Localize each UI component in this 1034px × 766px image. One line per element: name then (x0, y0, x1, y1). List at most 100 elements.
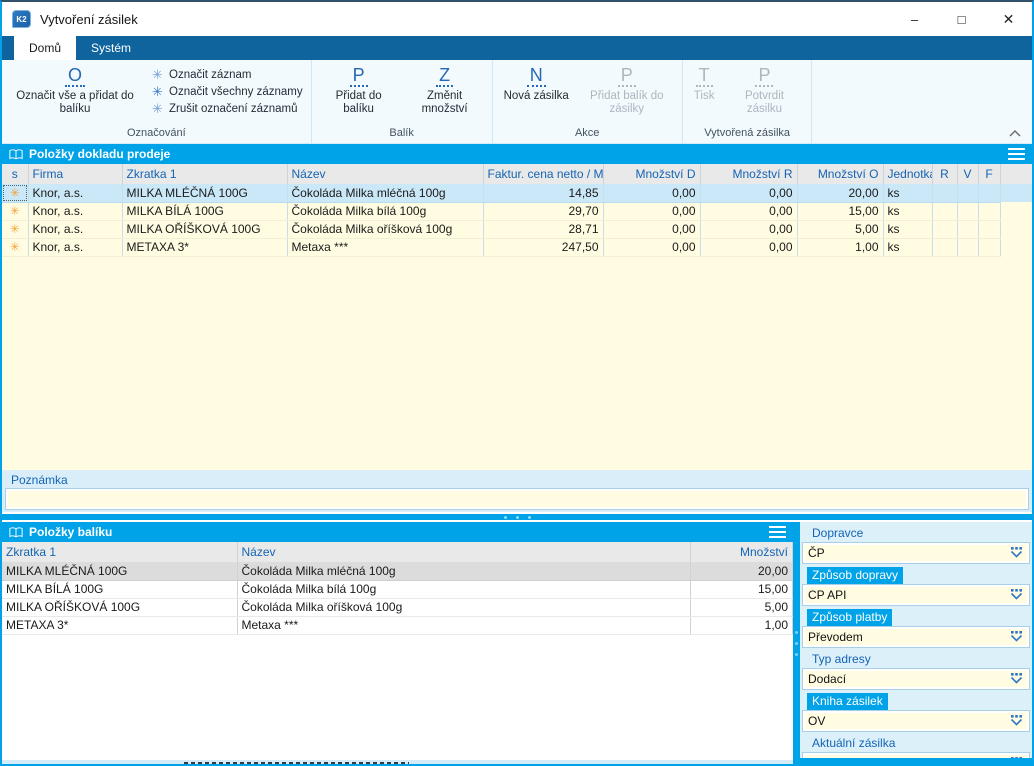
package-items-table: Zkratka 1 Název Množství MILKA MLÉČNÁ 10… (2, 542, 793, 635)
vertical-splitter[interactable] (793, 522, 800, 764)
add-to-package-button[interactable]: P Přidat do balíku (335, 65, 382, 115)
window-controls: – □ ✕ (891, 2, 1032, 36)
ribbon-group-label: Označování (126, 127, 186, 139)
column-header[interactable]: Množství D (603, 164, 701, 184)
maximize-button[interactable]: □ (957, 11, 966, 27)
accelerator-letter: N (526, 65, 546, 87)
field-label: Aktuální zásilka (812, 736, 896, 750)
ribbon-group-label: Akce (574, 127, 600, 139)
field-label: Způsob platby (807, 609, 893, 626)
shipment-book-field: Kniha zásilek OV (802, 693, 1030, 731)
column-header[interactable]: Název (287, 164, 484, 184)
table-row[interactable]: METAXA 3* Metaxa *** 1,00 (2, 616, 793, 635)
panel-menu-icon[interactable] (1008, 148, 1025, 160)
ribbon-group-oznacovani: O Označit vše a přidat do balíku ✳ Označ… (2, 60, 312, 143)
column-header[interactable]: s (2, 164, 29, 184)
column-header[interactable]: Firma (28, 164, 123, 184)
clipped-section-edge (2, 760, 793, 764)
accelerator-letter: P (617, 65, 636, 87)
column-header[interactable]: V (957, 164, 979, 184)
marked-record-icon: ✳ (2, 238, 29, 257)
column-header[interactable]: Množství O (797, 164, 884, 184)
sales-items-table: s Firma Zkratka 1 Název Faktur. cena net… (2, 164, 1032, 257)
table-row[interactable]: ✳ Knor, a.s. MILKA OŘÍŠKOVÁ 100G Čokolád… (2, 220, 1032, 239)
bottom-area: Položky balíku Zkratka 1 Název Množství … (2, 522, 1032, 764)
titlebar: K2 Vytvoření zásilek – □ ✕ (2, 2, 1032, 36)
horizontal-splitter[interactable] (2, 512, 1032, 522)
dropdown-icon[interactable] (1009, 672, 1024, 685)
table-row[interactable]: MILKA MLÉČNÁ 100G Čokoláda Milka mléčná … (2, 562, 793, 581)
dropdown-icon[interactable] (1009, 588, 1024, 601)
accelerator-letter: P (755, 65, 774, 87)
dropdown-icon[interactable] (1009, 630, 1024, 643)
close-button[interactable]: ✕ (1002, 10, 1015, 27)
note-input[interactable] (6, 489, 1028, 509)
carrier-combobox[interactable]: ČP (803, 543, 1029, 563)
column-header[interactable]: Jednotka (883, 164, 933, 184)
note-section: Poznámka (2, 470, 1032, 512)
splitter-grip[interactable] (2, 514, 1032, 520)
marked-record-icon: ✳ (2, 184, 29, 203)
column-header[interactable]: Množství (690, 542, 793, 562)
accelerator-letter: O (64, 65, 85, 87)
table-row[interactable]: ✳ Knor, a.s. MILKA MLÉČNÁ 100G Čokoláda … (2, 184, 1032, 203)
asterisk-icon: ✳ (152, 84, 163, 99)
table-row[interactable]: MILKA OŘÍŠKOVÁ 100G Čokoláda Milka oříšk… (2, 598, 793, 617)
address-type-combobox[interactable]: Dodací (803, 669, 1029, 689)
dropdown-icon[interactable] (1009, 546, 1024, 559)
dropdown-icon[interactable] (1009, 714, 1024, 727)
field-label: Dopravce (812, 526, 864, 540)
package-items-panel-header: Položky balíku (2, 522, 793, 542)
column-header[interactable]: F (978, 164, 1001, 184)
column-header[interactable]: Název (237, 542, 691, 562)
panel-edge-strip (800, 758, 1032, 764)
k2-logo-icon: K2 (12, 10, 31, 28)
ribbon-group-akce: N Nová zásilka P Přidat balík do zásilky… (493, 60, 683, 143)
accelerator-letter: T (695, 65, 713, 87)
print-button: T Tisk (693, 65, 715, 102)
package-items-panel: Položky balíku Zkratka 1 Název Množství … (2, 522, 793, 764)
new-shipment-button[interactable]: N Nová zásilka (503, 65, 569, 102)
collapse-ribbon-chevron-icon[interactable] (1008, 128, 1022, 138)
table-empty-area (2, 256, 1032, 470)
ribbon-group-balik: P Přidat do balíku Z Změnit množství Bal… (312, 60, 493, 143)
carrier-field: Dopravce ČP (802, 525, 1030, 563)
column-header[interactable]: Zkratka 1 (122, 164, 288, 184)
panel-title: Položky balíku (29, 525, 113, 539)
payment-method-combobox[interactable]: Převodem (803, 627, 1029, 647)
column-header[interactable]: Zkratka 1 (2, 542, 238, 562)
field-label: Kniha zásilek (807, 693, 888, 710)
window-title: Vytvoření zásilek (40, 11, 138, 27)
column-header[interactable]: Množství R (700, 164, 798, 184)
sales-items-panel-header: Položky dokladu prodeje (2, 144, 1032, 164)
sales-items-panel: Položky dokladu prodeje s Firma Zkratka … (2, 144, 1032, 470)
address-type-field: Typ adresy Dodací (802, 651, 1030, 689)
mark-record-button[interactable]: ✳ Označit záznam (150, 66, 303, 83)
transport-method-combobox[interactable]: CP API (803, 585, 1029, 605)
change-quantity-button[interactable]: Z Změnit množství (421, 65, 468, 115)
asterisk-icon: ✳ (152, 101, 163, 116)
column-header-filler (1000, 164, 1032, 184)
unmark-records-button[interactable]: ✳ Zrušit označení záznamů (150, 100, 303, 117)
shipment-settings-panel: Dopravce ČP Způsob dopravy CP API (800, 522, 1032, 764)
book-icon (9, 526, 23, 538)
ribbon-group-label: Balík (389, 127, 414, 139)
panel-menu-icon[interactable] (769, 526, 786, 538)
table-row[interactable]: MILKA BÍLÁ 100G Čokoláda Milka bílá 100g… (2, 580, 793, 599)
column-header[interactable]: Faktur. cena netto / MJ (483, 164, 604, 184)
tab-system[interactable]: Systém (91, 41, 132, 55)
tab-home[interactable]: Domů (14, 36, 77, 60)
panel-title: Položky dokladu prodeje (29, 147, 171, 161)
accelerator-letter: P (349, 65, 368, 87)
table-row[interactable]: ✳ Knor, a.s. MILKA BÍLÁ 100G Čokoláda Mi… (2, 202, 1032, 221)
mark-all-records-button[interactable]: ✳ Označit všechny záznamy (150, 83, 303, 100)
minimize-button[interactable]: – (910, 11, 919, 27)
asterisk-icon: ✳ (152, 67, 163, 82)
column-header[interactable]: R (932, 164, 958, 184)
mark-all-add-to-package-button[interactable]: O Označit vše a přidat do balíku (16, 65, 134, 115)
table-row[interactable]: ✳ Knor, a.s. METAXA 3* Metaxa *** 247,50… (2, 238, 1032, 257)
ribbon-group-label: Vytvořená zásilka (704, 127, 791, 139)
accelerator-letter: Z (436, 65, 454, 87)
shipment-book-combobox[interactable]: OV (803, 711, 1029, 731)
